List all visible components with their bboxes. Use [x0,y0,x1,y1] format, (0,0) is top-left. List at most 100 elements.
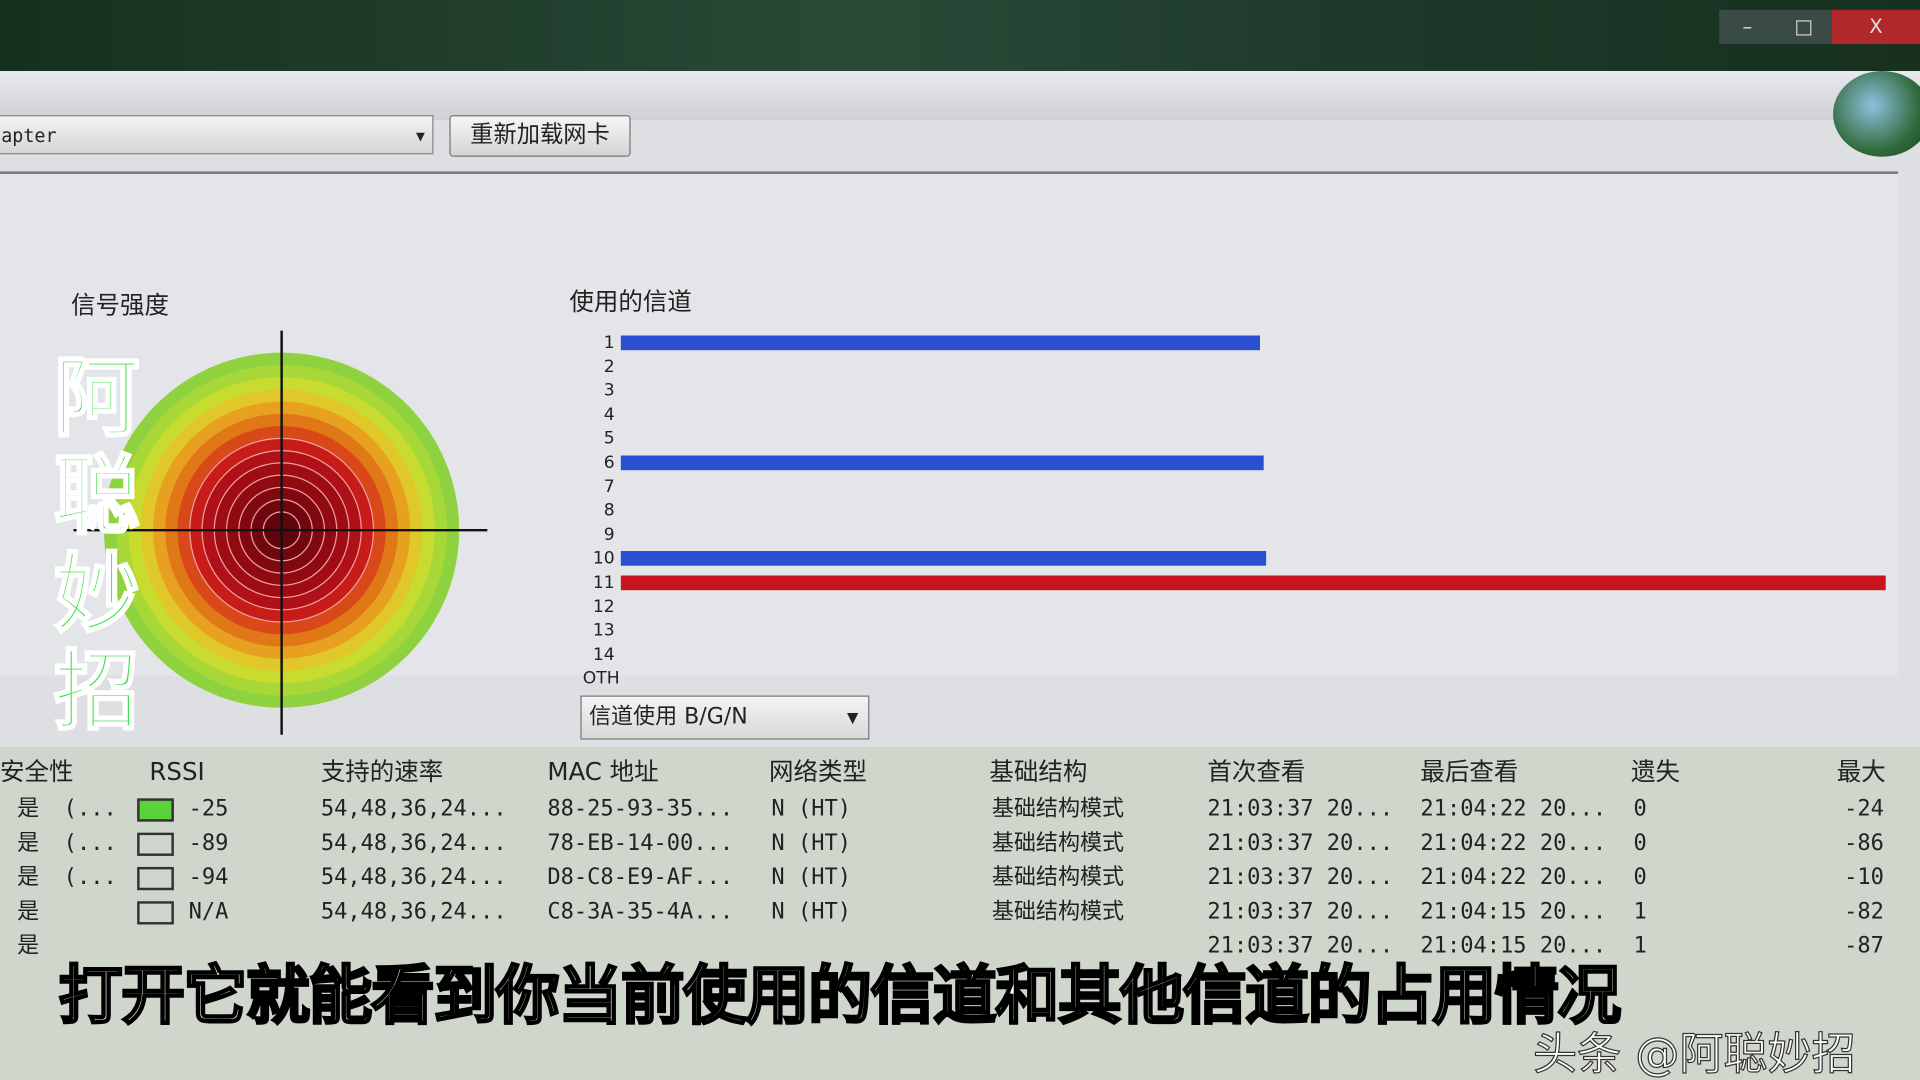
channel-label: 9 [603,525,615,545]
minimize-button[interactable]: – [1719,9,1776,45]
close-button[interactable]: X [1831,9,1920,45]
table-cell: N (HT) [771,795,852,822]
column-header[interactable]: 最后查看 [1420,756,1519,787]
chevron-down-icon: ▼ [416,127,425,145]
rssi-indicator [137,832,174,856]
table-cell: 21:04:22 20... [1420,864,1607,891]
table-cell: 21:03:37 20... [1207,898,1394,925]
channel-label: 12 [592,597,615,617]
table-cell: 0 [1633,864,1647,891]
channel-label: 5 [603,429,615,449]
column-header[interactable]: 遗失 [1631,756,1681,787]
channel-label: 14 [592,645,615,665]
rssi-indicator [137,900,174,924]
table-cell: 21:03:37 20... [1207,830,1394,856]
globe-logo-icon [1833,71,1920,157]
table-cell: 是 [17,795,40,822]
table-cell: 78-EB-14-00... [547,830,734,856]
table-cell: 1 [1633,933,1647,959]
table-cell: C8-3A-35-4A... [547,898,734,925]
table-cell: 0 [1633,830,1647,856]
channel-bar-10 [620,551,1266,567]
table-cell: (... [63,830,117,856]
table-cell: 21:03:37 20... [1207,933,1394,959]
title-bar: – □ X [0,0,1920,72]
subtitle-caption: 打开它就能看到你当前使用的信道和其他信道的占用情况 [58,960,1623,1034]
column-header[interactable]: 支持的速率 [320,756,444,787]
channel-label: 1 [603,333,615,353]
table-cell: 是 [17,898,40,925]
table-cell: 基础结构模式 [991,864,1125,891]
channel-label: OTH [582,669,620,689]
signal-title: 信号强度 [71,290,169,320]
table-cell: -10 [1844,864,1884,891]
rssi-value: -89 [188,830,229,856]
adapter-value: apter [1,124,57,147]
credit-caption: 头条 @阿聪妙招 [1532,1029,1856,1080]
column-header[interactable]: 最大 [1836,756,1886,787]
rssi-value: N/A [188,898,229,925]
table-cell: 是 [17,864,40,891]
channel-bar-1 [620,335,1260,351]
table-cell: N (HT) [771,864,852,891]
channel-label: 13 [592,621,615,641]
reload-adapter-button[interactable]: 重新加载网卡 [449,115,631,157]
table-cell: 是 [17,830,40,856]
channel-mode-value: 信道使用 B/G/N [588,704,748,730]
table-cell: 1 [1633,898,1647,925]
table-cell: 21:04:22 20... [1420,795,1607,822]
column-header[interactable]: 安全性 [0,756,74,787]
rssi-indicator [137,866,174,890]
table-cell: 21:03:37 20... [1207,795,1394,822]
menu-band [0,71,1920,121]
table-cell: (... [63,795,117,822]
channel-label: 3 [603,381,615,401]
table-cell: 54,48,36,24... [320,795,507,822]
channel-label: 10 [592,549,615,569]
column-header[interactable]: 基础结构 [989,756,1088,787]
column-header[interactable]: 网络类型 [768,756,867,787]
table-cell: 54,48,36,24... [320,898,507,925]
chevron-down-icon: ▼ [847,708,859,727]
table-cell: 88-25-93-35... [547,795,734,822]
table-cell: 21:04:15 20... [1420,898,1607,925]
table-cell: -24 [1844,795,1884,822]
table-cell: D8-C8-E9-AF... [547,864,734,891]
channel-label: 6 [603,453,615,473]
channel-label: 2 [603,357,615,377]
channel-bar-6 [620,455,1264,471]
rssi-value: -94 [188,864,229,891]
column-header[interactable]: MAC 地址 [547,756,659,787]
table-cell: 是 [17,933,40,959]
rssi-indicator [137,797,174,822]
column-header[interactable]: RSSI [149,756,205,787]
column-header[interactable]: 首次查看 [1207,756,1306,787]
table-cell: (... [63,864,117,891]
channels-title: 使用的信道 [569,286,692,316]
table-cell: -87 [1844,933,1884,959]
channel-label: 8 [603,501,615,521]
table-cell: -94 [137,864,228,891]
table-cell: -86 [1844,830,1884,856]
table-cell: 54,48,36,24... [320,830,507,856]
table-cell: N (HT) [771,830,852,856]
table-cell: N (HT) [771,898,852,925]
table-cell: 基础结构模式 [991,898,1125,925]
adapter-select[interactable]: apter ▼ [0,115,434,155]
rssi-value: -25 [188,795,229,822]
channel-label: 11 [592,573,615,593]
channel-mode-select[interactable]: 信道使用 B/G/N ▼ [580,695,870,740]
networks-table: 安全性 RSSI 支持的速率 MAC 地址 网络类型 基础结构 首次查看 最后查看 遗失 最大是 (… [0,746,1920,1080]
table-cell: 基础结构模式 [991,795,1125,822]
table-cell: N/A [137,899,228,926]
table-cell: 0 [1633,795,1647,822]
table-cell: -82 [1844,898,1884,925]
channel-label: 4 [603,405,615,425]
maximize-button[interactable]: □ [1775,9,1832,45]
table-cell: 21:03:37 20... [1207,864,1394,891]
table-cell: -25 [137,796,228,823]
table-cell: 21:04:22 20... [1420,830,1607,856]
channel-bar-11 [620,575,1886,591]
table-cell: 21:04:15 20... [1420,933,1607,959]
watermark: 阿聪妙招 [53,347,141,743]
